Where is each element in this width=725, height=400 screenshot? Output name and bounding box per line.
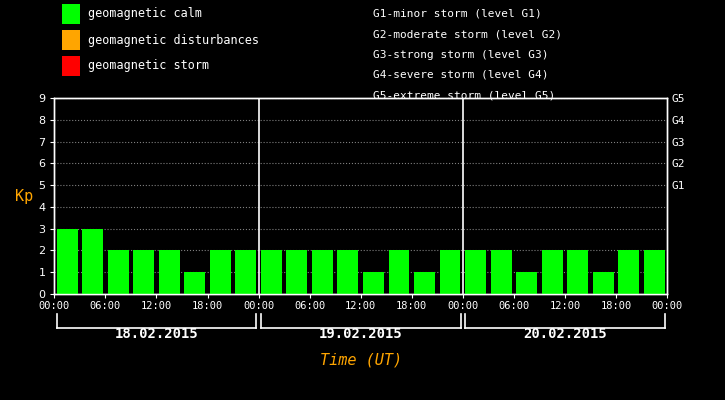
Bar (82, 229, 103, 294)
Text: 18.02.2015: 18.02.2015 (115, 327, 199, 341)
Bar (414, 272, 435, 294)
Bar (184, 272, 205, 294)
Bar (286, 250, 307, 294)
Bar (108, 250, 128, 294)
Text: 19.02.2015: 19.02.2015 (319, 327, 402, 341)
Bar (644, 250, 665, 294)
Bar (593, 272, 613, 294)
Text: geomagnetic calm: geomagnetic calm (88, 8, 202, 20)
Bar (210, 250, 231, 294)
Bar (261, 250, 282, 294)
Bar (133, 250, 154, 294)
Bar (567, 250, 588, 294)
Bar (542, 250, 563, 294)
Bar (389, 250, 410, 294)
Bar (516, 272, 537, 294)
Bar (337, 250, 358, 294)
Bar (236, 250, 256, 294)
Bar (312, 250, 333, 294)
Bar (57, 229, 78, 294)
Text: G3-strong storm (level G3): G3-strong storm (level G3) (373, 50, 548, 60)
Bar (159, 250, 180, 294)
Text: G1-minor storm (level G1): G1-minor storm (level G1) (373, 9, 542, 19)
Text: G5-extreme storm (level G5): G5-extreme storm (level G5) (373, 90, 555, 100)
Bar (363, 272, 384, 294)
Y-axis label: Kp: Kp (15, 188, 33, 204)
Text: geomagnetic disturbances: geomagnetic disturbances (88, 34, 260, 46)
Bar (491, 250, 512, 294)
Bar (465, 250, 486, 294)
Text: geomagnetic storm: geomagnetic storm (88, 60, 210, 72)
Bar (439, 250, 460, 294)
Text: 20.02.2015: 20.02.2015 (523, 327, 607, 341)
Text: G4-severe storm (level G4): G4-severe storm (level G4) (373, 70, 548, 80)
Text: Time (UT): Time (UT) (320, 352, 402, 368)
Bar (618, 250, 639, 294)
Text: G2-moderate storm (level G2): G2-moderate storm (level G2) (373, 29, 562, 39)
